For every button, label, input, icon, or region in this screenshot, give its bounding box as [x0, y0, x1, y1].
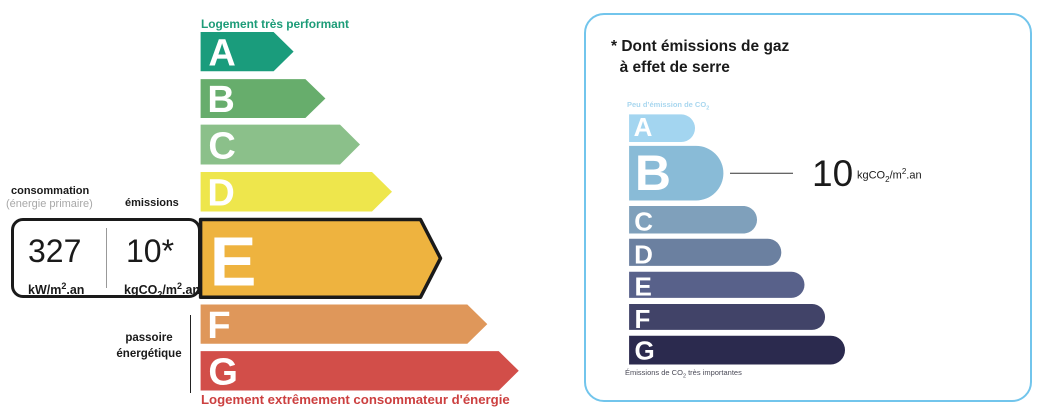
svg-text:F: F [635, 304, 651, 334]
svg-text:D: D [634, 240, 653, 270]
svg-text:A: A [634, 112, 653, 142]
svg-text:E: E [635, 272, 652, 302]
svg-text:C: C [634, 206, 653, 236]
svg-text:B: B [635, 145, 671, 201]
svg-text:G: G [635, 336, 655, 366]
